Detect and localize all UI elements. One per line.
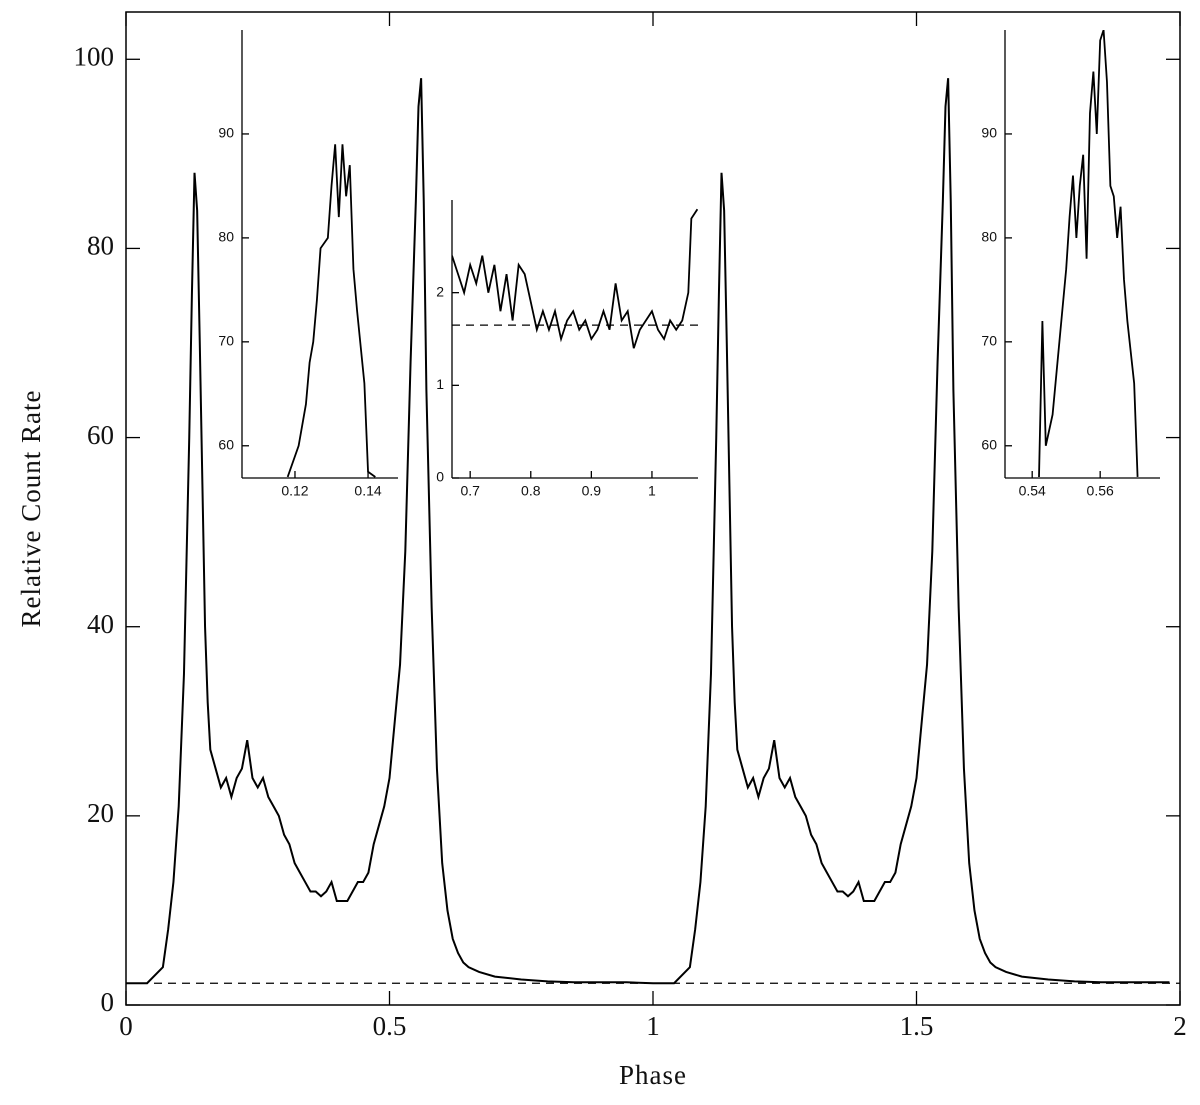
y-axis-label: Relative Count Rate	[16, 390, 46, 628]
x-tick-label: 0.9	[582, 483, 602, 499]
x-tick-label: 0.5	[373, 1011, 407, 1041]
x-tick-label: 0.12	[281, 483, 308, 499]
y-tick-label: 100	[74, 41, 115, 71]
x-tick-label: 0.7	[460, 483, 480, 499]
y-tick-label: 40	[87, 609, 114, 639]
y-tick-label: 60	[218, 436, 234, 452]
x-tick-label: 0.14	[354, 483, 381, 499]
x-tick-label: 0.54	[1019, 483, 1046, 499]
panel: 0.7 0.8 0.9 1 0 1 2	[436, 200, 698, 499]
y-tick-label: 60	[981, 436, 997, 452]
x-tick-label: 0.8	[521, 483, 541, 499]
y-tick-label: 90	[981, 125, 997, 141]
y-tick-label: 90	[218, 125, 234, 141]
data-line	[126, 78, 1170, 985]
y-tick-label: 80	[87, 231, 114, 261]
y-tick-label: 70	[218, 333, 234, 349]
y-tick-label: 70	[981, 333, 997, 349]
y-tick-label: 1	[436, 376, 444, 392]
y-tick-label: 80	[981, 229, 997, 245]
data-line	[452, 208, 698, 349]
x-tick-label: 2	[1173, 1011, 1187, 1041]
panel: 0.12 0.14 60 70 80 90	[218, 30, 398, 499]
x-tick-label: 1.5	[900, 1011, 934, 1041]
inset-background	[452, 200, 698, 478]
data-line	[1038, 30, 1139, 477]
y-tick-label: 20	[87, 798, 114, 828]
inset-background	[1005, 30, 1160, 478]
data-line	[286, 144, 376, 478]
x-tick-label: 1	[648, 483, 656, 499]
x-tick-label: 0.56	[1087, 483, 1114, 499]
y-tick-label: 2	[436, 283, 444, 299]
x-axis-label: Phase	[619, 1060, 687, 1090]
x-tick-label: 1	[646, 1011, 660, 1041]
panel: 0.54 0.56 60 70 80 90	[981, 30, 1160, 499]
y-tick-label: 80	[218, 229, 234, 245]
y-tick-label: 0	[101, 987, 115, 1017]
y-tick-label: 60	[87, 420, 114, 450]
x-tick-label: 0	[119, 1011, 133, 1041]
y-tick-label: 0	[436, 469, 444, 485]
